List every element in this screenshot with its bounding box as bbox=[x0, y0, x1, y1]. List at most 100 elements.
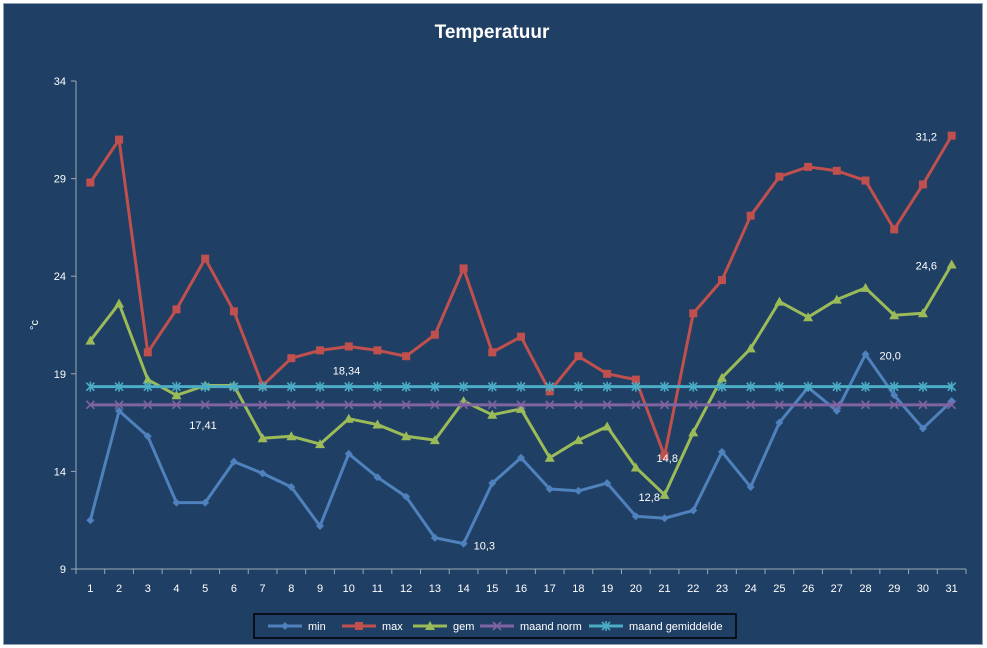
data-label: 10,3 bbox=[474, 541, 495, 553]
y-axis-label: °c bbox=[29, 320, 41, 330]
diamond-marker bbox=[316, 522, 325, 531]
star-marker bbox=[631, 381, 641, 392]
diamond-marker bbox=[832, 406, 841, 415]
triangle-marker bbox=[917, 308, 928, 318]
triangle-marker bbox=[372, 419, 383, 429]
triangle-marker bbox=[343, 413, 354, 423]
x-marker bbox=[372, 400, 383, 410]
star-marker bbox=[947, 381, 957, 392]
star-marker bbox=[803, 381, 813, 392]
x-marker bbox=[832, 400, 842, 410]
series-min bbox=[86, 350, 956, 548]
legend-item-maand-norm: maand norm bbox=[480, 621, 582, 633]
triangle-marker bbox=[114, 298, 125, 308]
square-marker bbox=[603, 369, 612, 378]
diamond-marker bbox=[488, 479, 497, 488]
y-tick-label: 24 bbox=[54, 271, 66, 283]
x-tick-label: 14 bbox=[457, 583, 469, 595]
diamond-marker bbox=[517, 453, 525, 462]
triangle-marker bbox=[831, 294, 842, 304]
x-tick-label: 5 bbox=[202, 583, 208, 595]
x-tick-label: 7 bbox=[260, 583, 266, 595]
x-marker-stroke bbox=[492, 621, 502, 631]
diamond-marker bbox=[861, 350, 870, 359]
triangle-marker bbox=[573, 435, 584, 445]
legend: min max gem maand norm maand gemiddelde bbox=[253, 613, 737, 639]
data-label: 12,8 bbox=[639, 492, 660, 504]
legend-label: gem bbox=[453, 621, 474, 633]
star-marker bbox=[430, 381, 440, 392]
x-marker bbox=[918, 400, 928, 410]
x-marker-stroke bbox=[774, 400, 784, 410]
square-marker bbox=[775, 172, 784, 181]
x-marker bbox=[631, 400, 641, 410]
square-marker bbox=[143, 348, 152, 357]
triangle-marker bbox=[315, 439, 326, 449]
square-marker bbox=[660, 451, 669, 460]
x-marker-stroke bbox=[344, 400, 354, 410]
triangle-marker bbox=[425, 621, 435, 630]
square-marker bbox=[201, 254, 210, 263]
square-marker bbox=[373, 346, 382, 355]
square-marker bbox=[355, 622, 363, 630]
legend-label: maand norm bbox=[520, 621, 582, 633]
star-marker bbox=[860, 381, 871, 392]
series-layer bbox=[85, 131, 957, 548]
diamond-marker bbox=[143, 432, 152, 441]
square-marker bbox=[717, 276, 726, 285]
diamond-marker bbox=[545, 484, 554, 493]
x-marker bbox=[143, 400, 153, 410]
star-marker bbox=[832, 381, 842, 392]
x-marker-stroke bbox=[459, 400, 469, 410]
star-marker bbox=[171, 381, 182, 392]
x-marker-stroke bbox=[487, 400, 497, 410]
star-marker bbox=[602, 381, 612, 392]
triangle-marker bbox=[85, 335, 96, 345]
x-marker-stroke bbox=[171, 400, 182, 410]
star-marker bbox=[258, 381, 268, 392]
x-tick-label: 19 bbox=[601, 583, 613, 595]
x-marker-stroke bbox=[229, 400, 239, 410]
diamond-marker bbox=[603, 479, 612, 488]
x-marker-stroke bbox=[401, 400, 411, 410]
series-gem bbox=[85, 259, 957, 499]
legend-label: min bbox=[308, 621, 326, 633]
star-marker bbox=[143, 381, 153, 392]
triangle-marker bbox=[171, 390, 182, 400]
x-marker bbox=[746, 400, 756, 410]
x-marker-stroke bbox=[631, 400, 641, 410]
x-marker-stroke bbox=[918, 400, 928, 410]
x-tick-label: 12 bbox=[400, 583, 412, 595]
x-tick-label: 24 bbox=[745, 583, 757, 595]
diamond-marker bbox=[775, 418, 784, 427]
square-marker bbox=[517, 332, 525, 341]
x-marker-stroke bbox=[114, 400, 124, 410]
chart-frame: Temperatuur °c 9 14 19 24 29 34 1 2 3 4 5 6 7 8 9 10 11 1… bbox=[3, 3, 983, 645]
square-marker bbox=[459, 264, 468, 273]
square-marker bbox=[430, 330, 439, 339]
triangle-marker bbox=[774, 296, 785, 306]
x-tick-label: 18 bbox=[572, 583, 584, 595]
x-tick-label: 27 bbox=[831, 583, 843, 595]
x-marker-stroke bbox=[545, 400, 555, 410]
x-marker-stroke bbox=[717, 400, 727, 410]
diamond-marker bbox=[574, 486, 583, 495]
x-marker-stroke bbox=[803, 400, 813, 410]
legend-item-min: min bbox=[268, 621, 326, 633]
x-marker bbox=[171, 400, 182, 410]
data-label: 20,0 bbox=[880, 350, 901, 362]
diamond-marker bbox=[689, 506, 698, 515]
x-tick-label: 15 bbox=[486, 583, 498, 595]
x-marker-stroke bbox=[889, 400, 899, 410]
triangle-marker bbox=[487, 409, 498, 419]
x-marker-stroke bbox=[832, 400, 842, 410]
y-tick-label: 29 bbox=[54, 174, 66, 186]
legend-label: max bbox=[382, 621, 403, 633]
x-marker bbox=[803, 400, 813, 410]
x-marker bbox=[516, 400, 526, 410]
x-tick-label: 22 bbox=[687, 583, 699, 595]
x-marker bbox=[659, 400, 670, 410]
square-marker bbox=[631, 375, 640, 384]
data-labels: 31,2 24,6 20,0 18,34 17,41 14,8 12,8 10,3 bbox=[189, 132, 937, 553]
legend-label: maand gemiddelde bbox=[629, 621, 723, 633]
